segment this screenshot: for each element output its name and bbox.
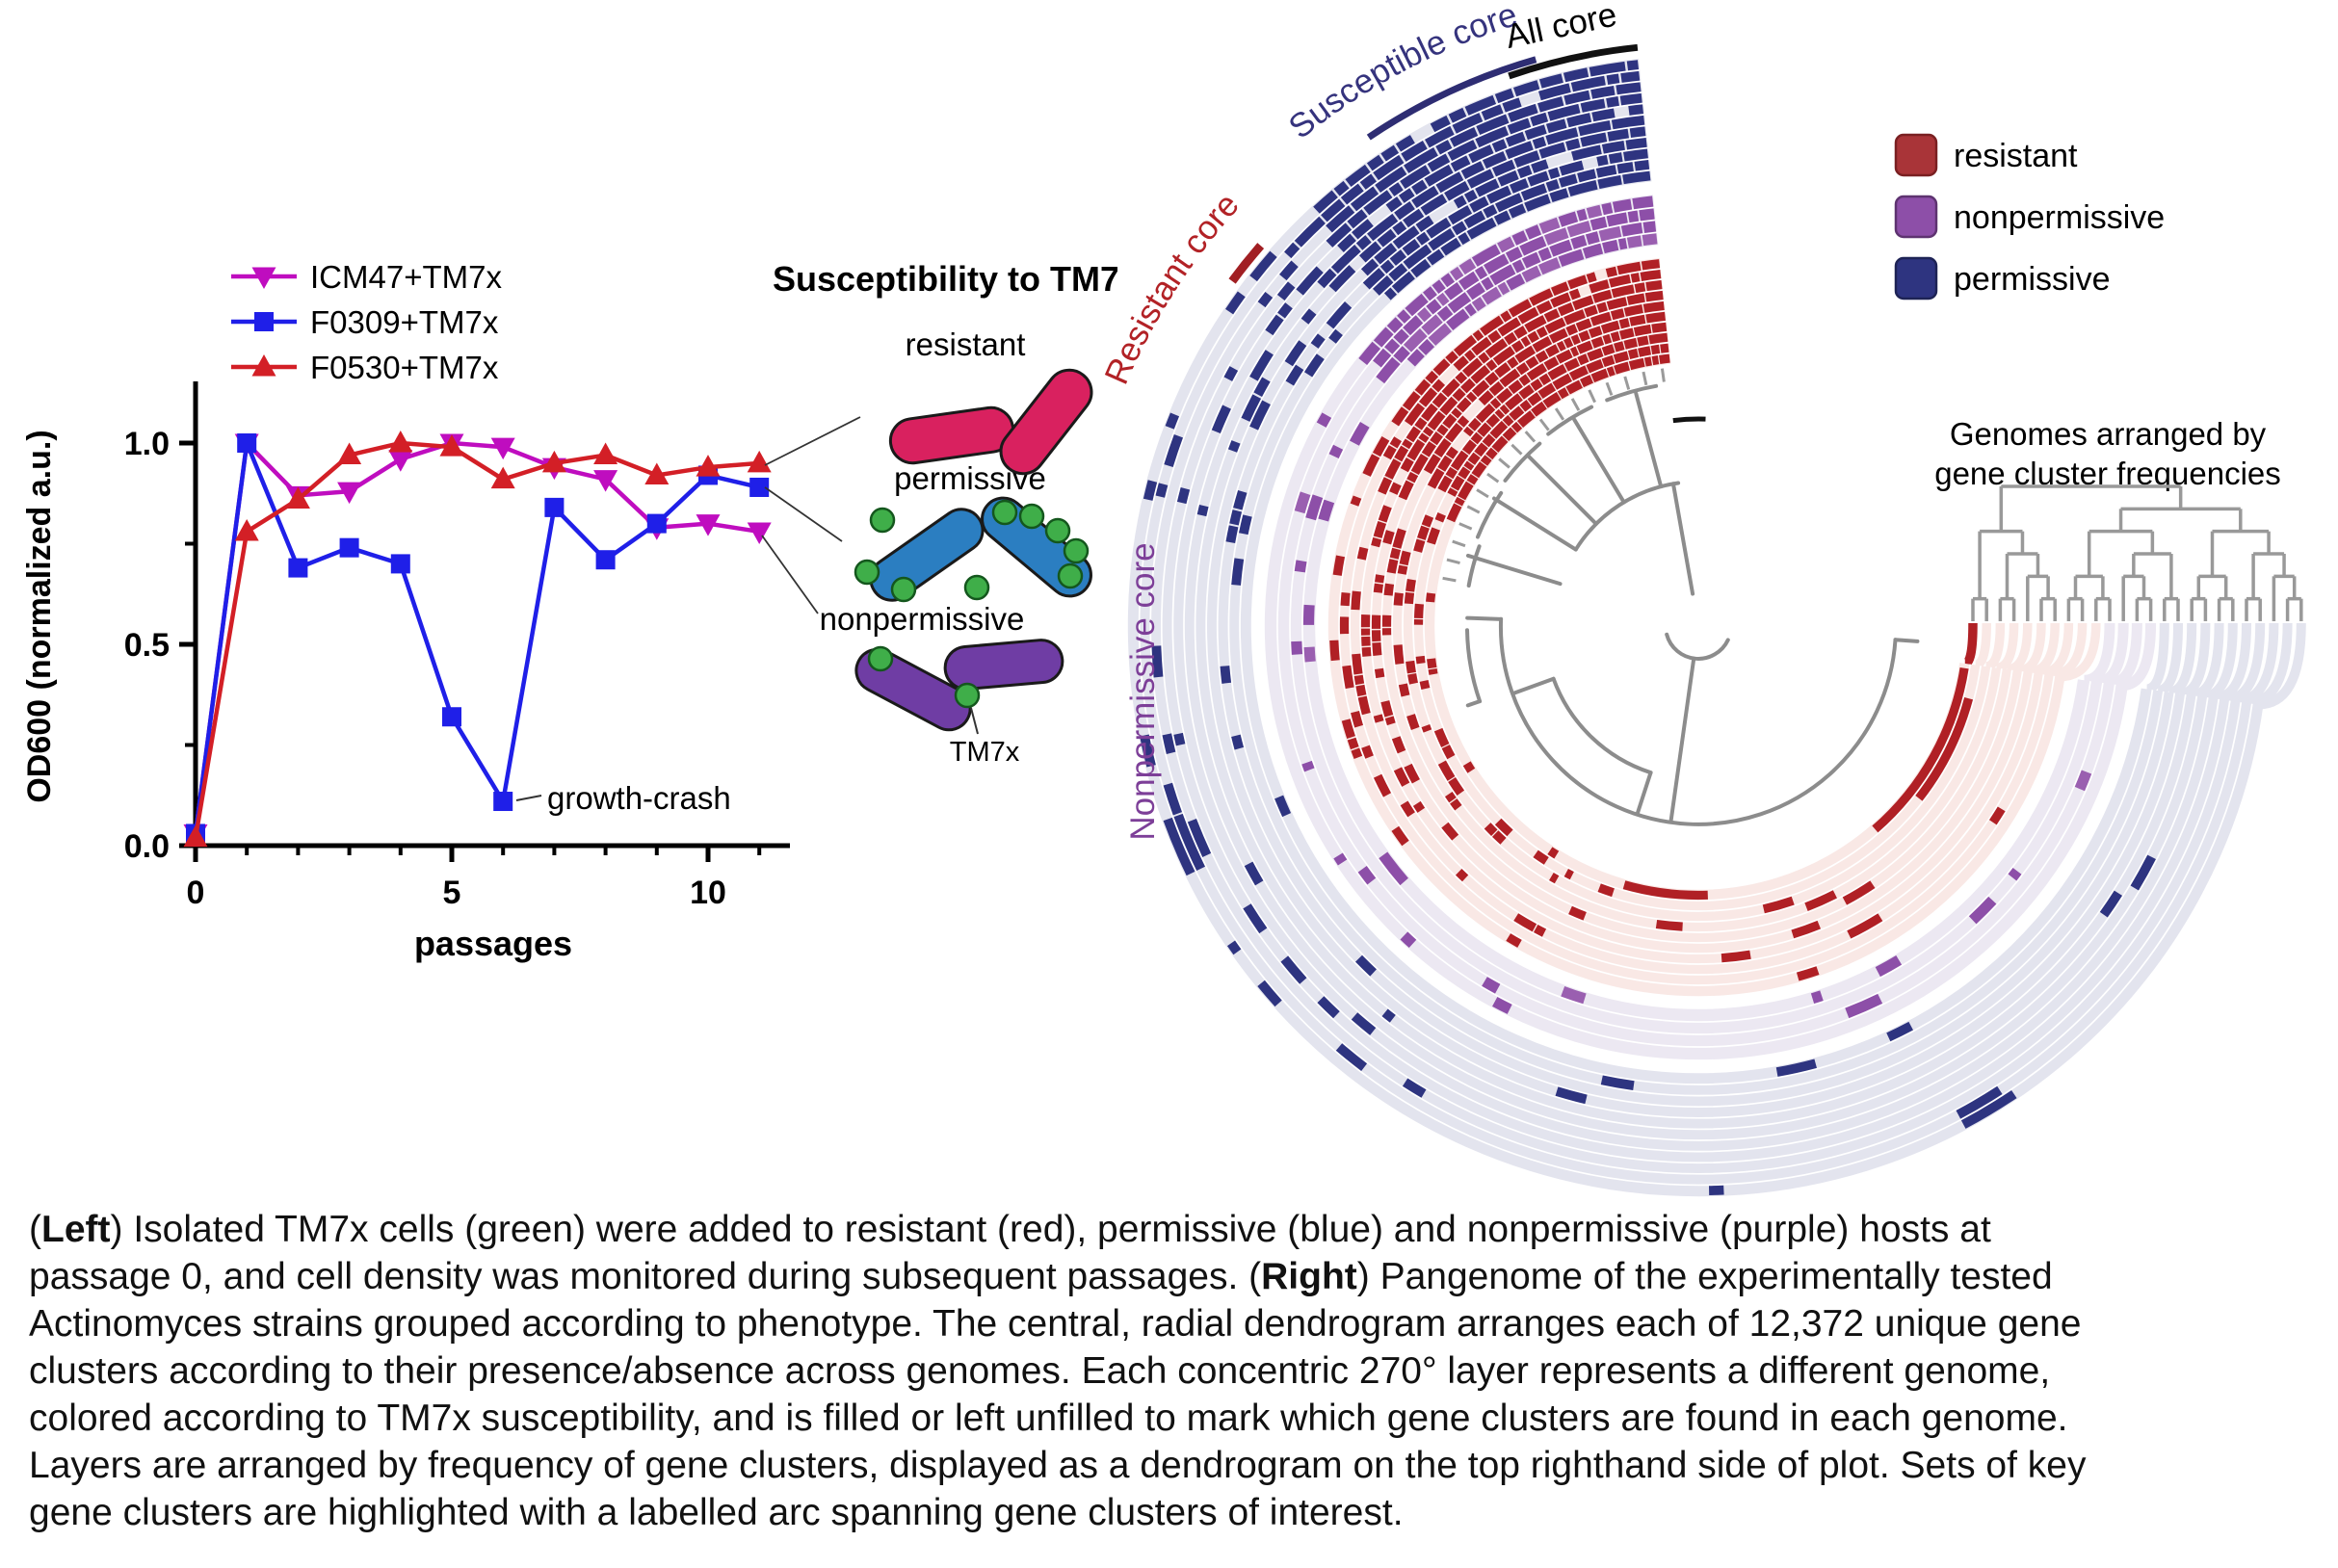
resistant-ring-group (1327, 257, 2065, 997)
x-tick-label: 10 (690, 875, 726, 911)
y-axis-title: OD600 (normalized a.u.) (21, 430, 58, 802)
label-tm7x: TM7x (950, 737, 1020, 768)
legend-swatch-resistant (1894, 133, 1938, 177)
legend-label: F0309+TM7x (310, 304, 499, 340)
all-core-label: All core (1502, 0, 1619, 56)
label-nonpermissive: nonpermissive (820, 601, 1025, 637)
x-tick-label: 5 (443, 875, 461, 911)
permissive-ring-blocks (1140, 60, 2156, 1195)
legend-label-permissive: permissive (1954, 261, 2110, 298)
legend-swatch-nonpermissive (1894, 195, 1938, 239)
y-tick-label: 1.0 (124, 426, 170, 462)
nonpermissive-core-label: Nonpermissive core (1124, 542, 1162, 840)
caption-line-2: passage 0, and cell density was monitore… (29, 1256, 2053, 1297)
resistant-core-tick-arc (1228, 243, 1265, 284)
x-tick-label: 0 (187, 875, 205, 911)
susceptible-core-tick-arc (1366, 56, 1537, 141)
legend-label: ICM47+TM7x (310, 259, 502, 295)
all-core-inner-tick (1672, 416, 1706, 424)
all-core-tick-arc (1508, 43, 1639, 80)
legend-item-F0309+TM7x: F0309+TM7x (231, 304, 499, 340)
y-tick-label: 0.5 (124, 627, 170, 664)
tm7x-cell (869, 507, 896, 534)
gene-cluster-leaf-ticks (1442, 368, 1666, 583)
growth-curve-and-susceptibility-panel: 0.0 0.5 1.0 0 5 10 passages OD600 (normalized a… (21, 259, 1117, 963)
tm7x-cell (890, 576, 917, 603)
permissive-ring-group (1127, 59, 2264, 1197)
tm7x-pointer-line (970, 707, 979, 735)
layer-flare-strips (1963, 622, 2306, 710)
legend-item-ICM47+TM7x: ICM47+TM7x (231, 259, 502, 295)
legend-label-nonpermissive: nonpermissive (1954, 199, 2165, 236)
series-F0530+TM7x (183, 431, 772, 848)
caption-line-3: Actinomyces strains grouped according to… (29, 1303, 2082, 1345)
annotation-growth-crash: growth-crash (547, 780, 731, 816)
nonpermissive-rod (943, 639, 1064, 691)
resistant-ring-blocks (1329, 259, 2006, 981)
tm7x-cell (963, 574, 990, 601)
tm7x-cell (1063, 537, 1090, 564)
legend-label-resistant: resistant (1954, 138, 2078, 174)
legend-item-F0530+TM7x: F0530+TM7x (231, 350, 499, 385)
phenotype-connector-lines (761, 416, 861, 614)
susceptibility-title: Susceptibility to TM7x (773, 259, 1117, 299)
caption-line-6: Layers are arranged by frequency of gene… (29, 1445, 2087, 1486)
tm7x-cell (1018, 503, 1045, 530)
axis-lines (193, 381, 790, 849)
caption-line-7: gene clusters are highlighted with a lab… (29, 1492, 1404, 1533)
nonpermissive-ring-blocks (1291, 196, 2092, 1019)
legend-swatch-permissive (1894, 256, 1938, 301)
tm7x-cell (954, 682, 981, 709)
caption-line-4: clusters according to their presence/abs… (29, 1350, 2051, 1392)
tm7x-cell (854, 559, 880, 586)
tm7x-cell (1044, 517, 1071, 544)
figure-caption: (Left) Isolated TM7x cells (green) were … (29, 1206, 2322, 1536)
label-resistant: resistant (906, 327, 1026, 362)
caption-line-5: colored according to TM7x susceptibility… (29, 1398, 2068, 1439)
tm7x-cell (1057, 562, 1084, 589)
resistant-rod (999, 368, 1093, 476)
genome-dendrogram (1971, 484, 2303, 621)
caption-line-1: (Left) Isolated TM7x cells (green) were … (29, 1209, 1991, 1250)
genome-dendrogram-title-line1: Genomes arranged by (1950, 416, 2267, 452)
pangenome-legend: resistant nonpermissive permissive (1894, 133, 2165, 301)
resistant-rod (888, 405, 1015, 465)
permissive-rod (869, 508, 985, 602)
y-tick-label: 0.0 (124, 828, 170, 865)
tm7x-cell (867, 645, 894, 672)
x-axis-title: passages (414, 924, 572, 963)
legend-label: F0530+TM7x (310, 350, 499, 385)
central-radial-dendrogram (1465, 383, 1920, 826)
annotation-line (515, 795, 542, 801)
tm7x-cell (991, 499, 1018, 526)
